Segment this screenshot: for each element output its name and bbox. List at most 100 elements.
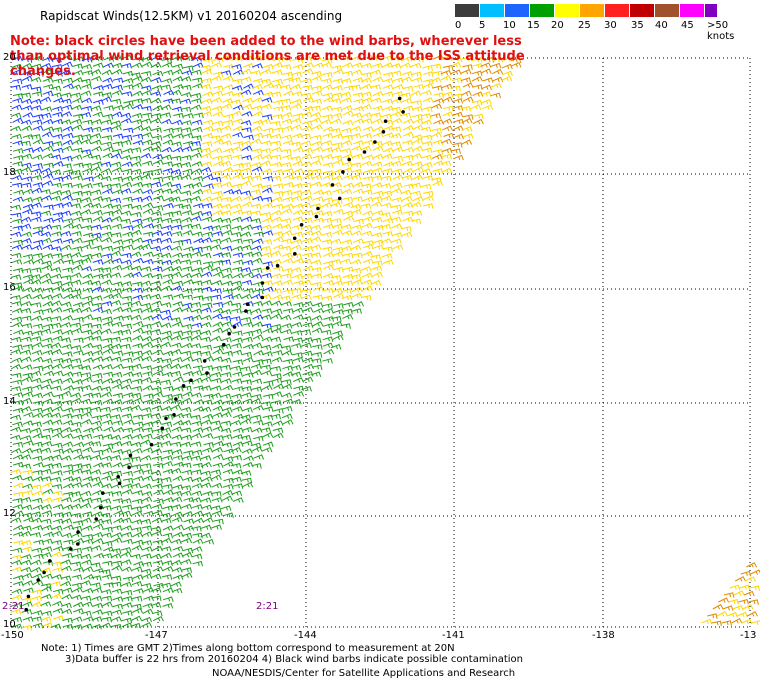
wind-barb — [232, 266, 243, 273]
wind-barb — [131, 112, 143, 119]
wind-barb — [122, 264, 134, 271]
wind-barb — [330, 202, 342, 208]
wind-barb — [62, 552, 73, 559]
wind-barb — [63, 222, 75, 229]
wind-barb — [473, 113, 484, 120]
wind-barb — [61, 496, 73, 503]
wind-barb — [141, 490, 153, 497]
legend-label: 30 — [604, 20, 617, 31]
wind-barb — [181, 397, 193, 404]
wind-barb — [223, 147, 234, 154]
wind-barb — [272, 127, 284, 133]
wind-barb — [421, 134, 433, 141]
wind-barb — [190, 56, 202, 62]
wind-barb — [50, 593, 62, 599]
wind-barb — [153, 188, 164, 194]
wind-barb — [172, 545, 184, 552]
wind-barb — [130, 229, 142, 236]
wind-barb — [211, 377, 222, 384]
wind-barb — [363, 240, 374, 246]
wind-barb — [122, 148, 134, 154]
wind-barb — [41, 593, 53, 600]
wind-barb — [210, 474, 222, 481]
wind-barb — [132, 188, 144, 194]
wind-barb — [360, 145, 372, 151]
wind-barb — [220, 364, 231, 371]
wind-barb — [101, 141, 113, 148]
wind-barb — [744, 576, 756, 582]
wind-barb — [150, 293, 162, 300]
wind-barb — [113, 510, 125, 516]
wind-barb — [71, 237, 83, 244]
wind-barb — [211, 280, 223, 286]
wind-barb — [51, 64, 63, 70]
wind-barb — [81, 601, 93, 607]
wind-barb — [70, 272, 82, 278]
wind-barb — [90, 575, 102, 581]
contamination-marker — [48, 559, 52, 563]
wind-barb — [140, 439, 152, 445]
wind-barb — [90, 406, 102, 413]
wind-barb — [220, 309, 232, 315]
wind-barb — [103, 105, 114, 111]
wind-barb — [11, 212, 22, 219]
wind-barb — [342, 210, 354, 217]
wind-barb — [131, 595, 143, 602]
wind-barb — [471, 56, 483, 63]
wind-barb — [271, 288, 282, 294]
wind-barb — [162, 273, 174, 280]
wind-barb — [101, 126, 113, 133]
wind-barb — [73, 337, 84, 344]
wind-barb — [192, 399, 204, 405]
wind-barb — [263, 380, 274, 386]
wind-barb — [21, 447, 33, 454]
wind-barb — [201, 295, 213, 302]
wind-barb — [252, 405, 264, 411]
wind-barb — [102, 343, 114, 350]
wind-barb — [40, 601, 52, 607]
wind-barb — [141, 540, 153, 546]
wind-barb — [191, 308, 203, 314]
wind-barb — [162, 161, 174, 167]
wind-barb — [22, 112, 34, 118]
wind-barb — [272, 62, 284, 68]
wind-barb — [260, 160, 272, 166]
wind-barb — [63, 483, 75, 489]
wind-barb — [51, 454, 63, 460]
wind-barb — [231, 454, 243, 461]
wind-barb — [91, 335, 102, 342]
wind-barb — [331, 316, 342, 322]
wind-barb — [223, 91, 234, 97]
wind-barb — [150, 587, 162, 593]
wind-barb — [230, 419, 242, 426]
wind-barb — [272, 294, 284, 300]
wind-barb — [301, 224, 313, 231]
wind-barb — [211, 196, 223, 202]
wind-barb — [163, 89, 175, 96]
wind-barb — [60, 119, 72, 125]
wind-barb — [133, 244, 145, 251]
wind-barb — [712, 604, 724, 610]
wind-barb — [251, 257, 263, 264]
wind-barb — [241, 210, 252, 216]
wind-barb — [11, 623, 23, 629]
wind-barb — [13, 574, 24, 581]
wind-barb — [101, 308, 112, 315]
wind-barb — [182, 55, 194, 61]
wind-barb — [51, 530, 63, 537]
wind-barb — [141, 622, 153, 628]
wind-barb — [42, 398, 54, 404]
wind-barb — [211, 510, 223, 517]
wind-barb — [243, 455, 254, 461]
contamination-marker — [381, 130, 386, 134]
wind-barb — [72, 190, 83, 197]
wind-barb — [232, 252, 244, 258]
wind-barb — [70, 561, 82, 568]
wind-barb — [372, 239, 384, 246]
wind-barb — [12, 97, 23, 104]
wind-barb — [170, 218, 182, 224]
wind-barb — [41, 518, 52, 525]
wind-barb — [132, 433, 143, 440]
wind-barb — [21, 504, 33, 511]
wind-barb — [392, 244, 404, 250]
